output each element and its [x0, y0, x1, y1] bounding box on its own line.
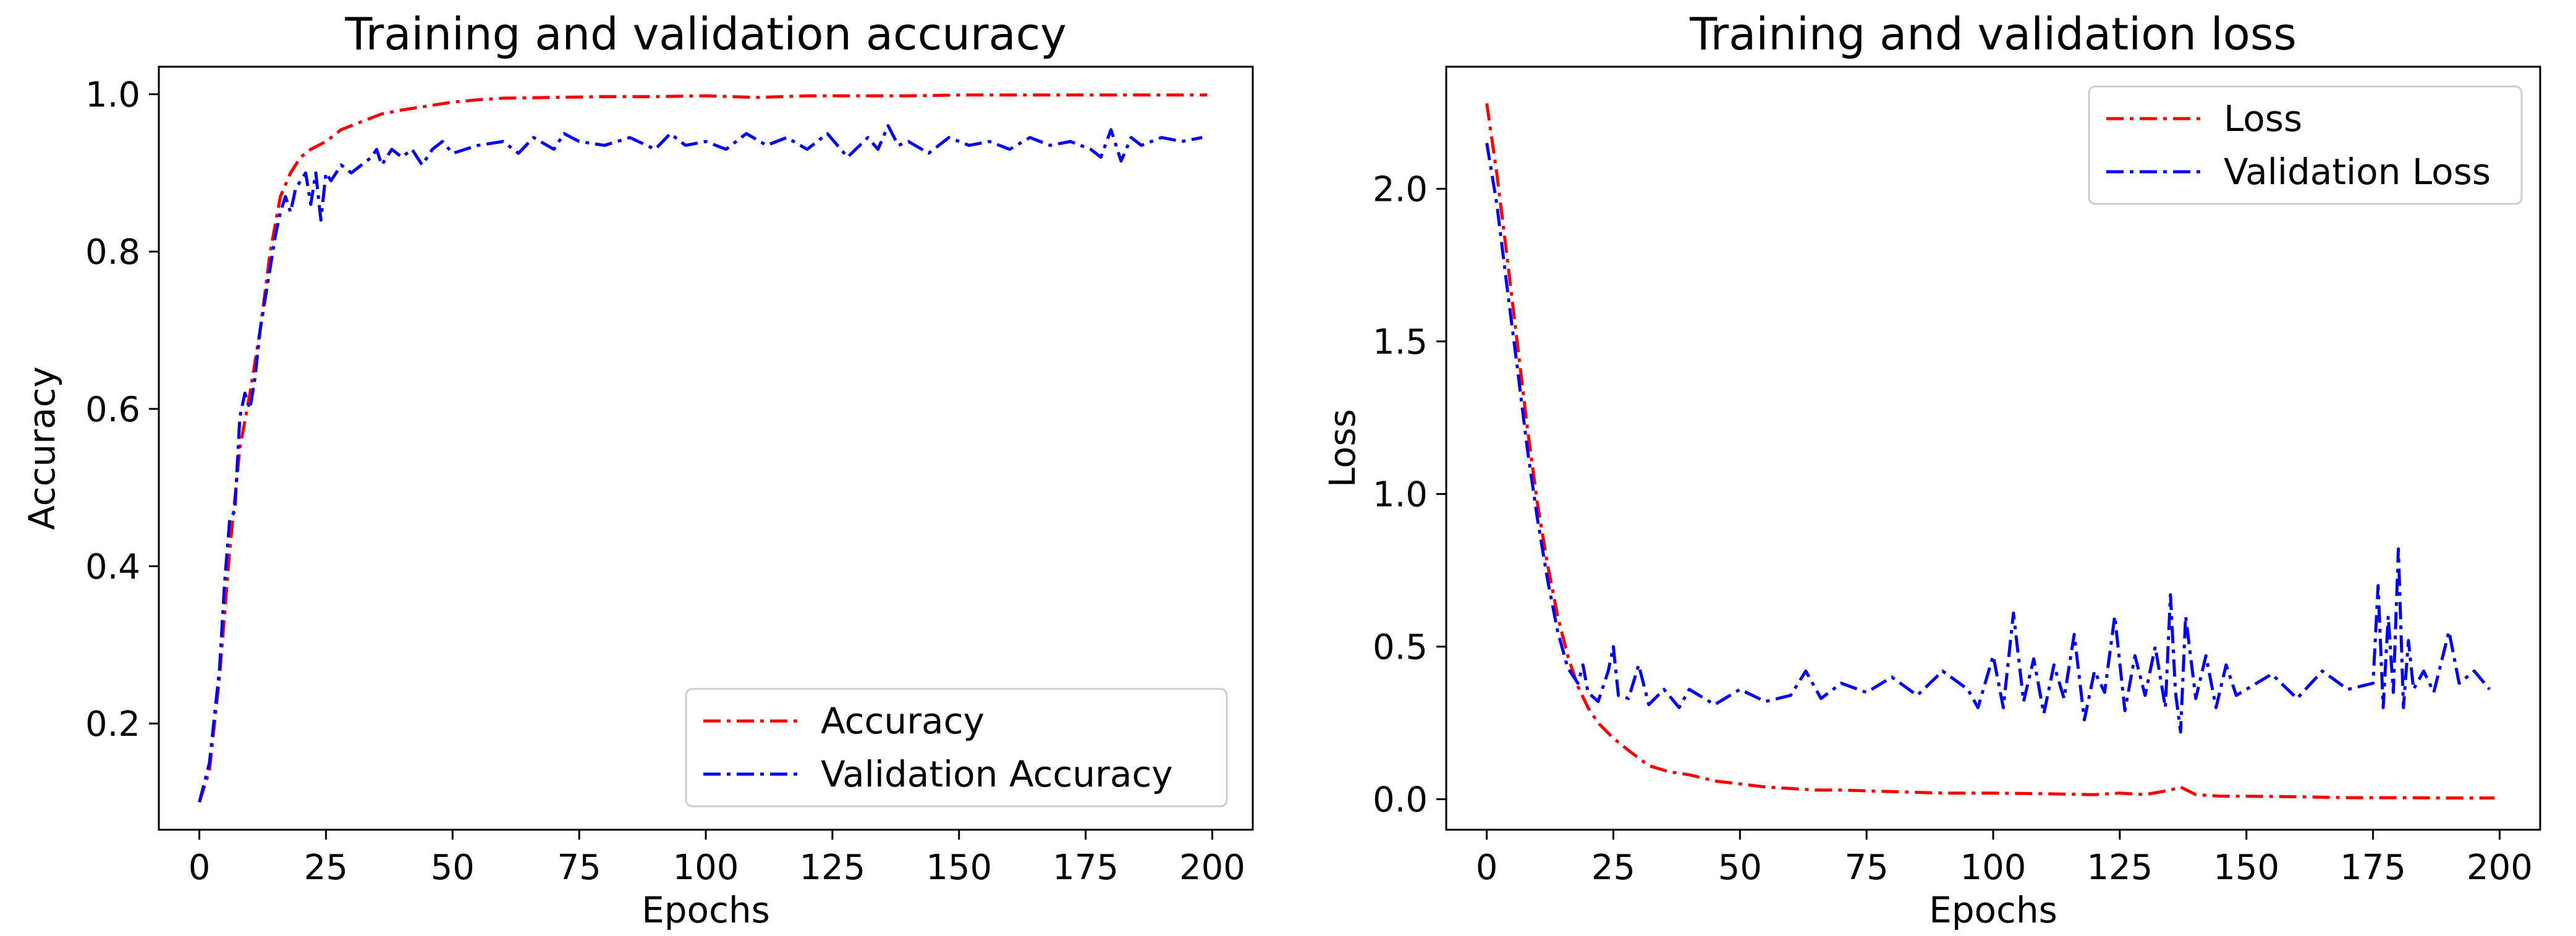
y-tick-label: 0.2	[85, 704, 140, 744]
x-tick-label: 175	[2340, 848, 2406, 888]
legend: Accuracy Validation Accuracy	[685, 688, 1228, 807]
x-tick-label: 100	[1960, 848, 2027, 888]
y-tick-label: 0.0	[1373, 780, 1428, 820]
x-tick-label: 150	[2213, 848, 2279, 888]
x-axis-label: Epochs	[642, 889, 770, 931]
series-line-validation-accuracy	[198, 124, 1203, 803]
legend-label: Loss	[2224, 98, 2302, 140]
legend-box	[685, 688, 1228, 807]
chart-title: Training and validation accuracy	[344, 8, 1067, 60]
y-tick-label: 1.0	[1373, 475, 1428, 515]
x-tick-label: 50	[431, 848, 475, 888]
series-line-validation-loss	[1485, 143, 2491, 734]
x-tick-label: 200	[1179, 848, 1245, 888]
y-tick-label: 0.8	[85, 232, 140, 272]
y-tick-label: 0.4	[85, 547, 140, 587]
x-tick-label: 125	[799, 848, 865, 888]
x-tick-label: 100	[673, 848, 739, 888]
x-tick-label: 50	[1718, 848, 1762, 888]
series-line-accuracy	[198, 93, 1208, 803]
legend-label: Validation Loss	[2224, 151, 2491, 193]
x-axis-label: Epochs	[1929, 889, 2057, 931]
x-tick-label: 200	[2467, 848, 2533, 888]
y-tick-label: 2.0	[1373, 170, 1428, 210]
accuracy-chart: Training and validation accuracy 0 25 50 75 1…	[21, 8, 1254, 931]
legend-label: Validation Accuracy	[821, 753, 1173, 795]
x-tick-label: 125	[2087, 848, 2153, 888]
legend-box	[2088, 85, 2523, 205]
y-tick-label: 0.5	[1373, 628, 1428, 668]
y-tick-label: 1.0	[85, 75, 140, 116]
x-tick-label: 25	[1591, 848, 1635, 888]
loss-chart: Training and validation loss 0 25 50 75 100 12…	[1321, 8, 2541, 931]
x-tick-label: 75	[557, 848, 601, 888]
x-tick-label: 25	[304, 848, 348, 888]
x-tick-label: 75	[1845, 848, 1889, 888]
legend-label: Accuracy	[821, 700, 985, 742]
series-line-loss	[1485, 103, 2495, 800]
y-tick-label: 1.5	[1373, 323, 1428, 363]
x-tick-label: 0	[1476, 848, 1498, 888]
x-tick-label: 150	[926, 848, 992, 888]
y-tick-label: 0.6	[85, 390, 140, 430]
y-axis-label: Accuracy	[21, 366, 63, 530]
chart-title: Training and validation loss	[1689, 8, 2297, 60]
x-tick-label: 175	[1053, 848, 1119, 888]
legend: Loss Validation Loss	[2088, 85, 2523, 205]
y-axis-label: Loss	[1321, 409, 1363, 487]
x-tick-label: 0	[189, 848, 211, 888]
